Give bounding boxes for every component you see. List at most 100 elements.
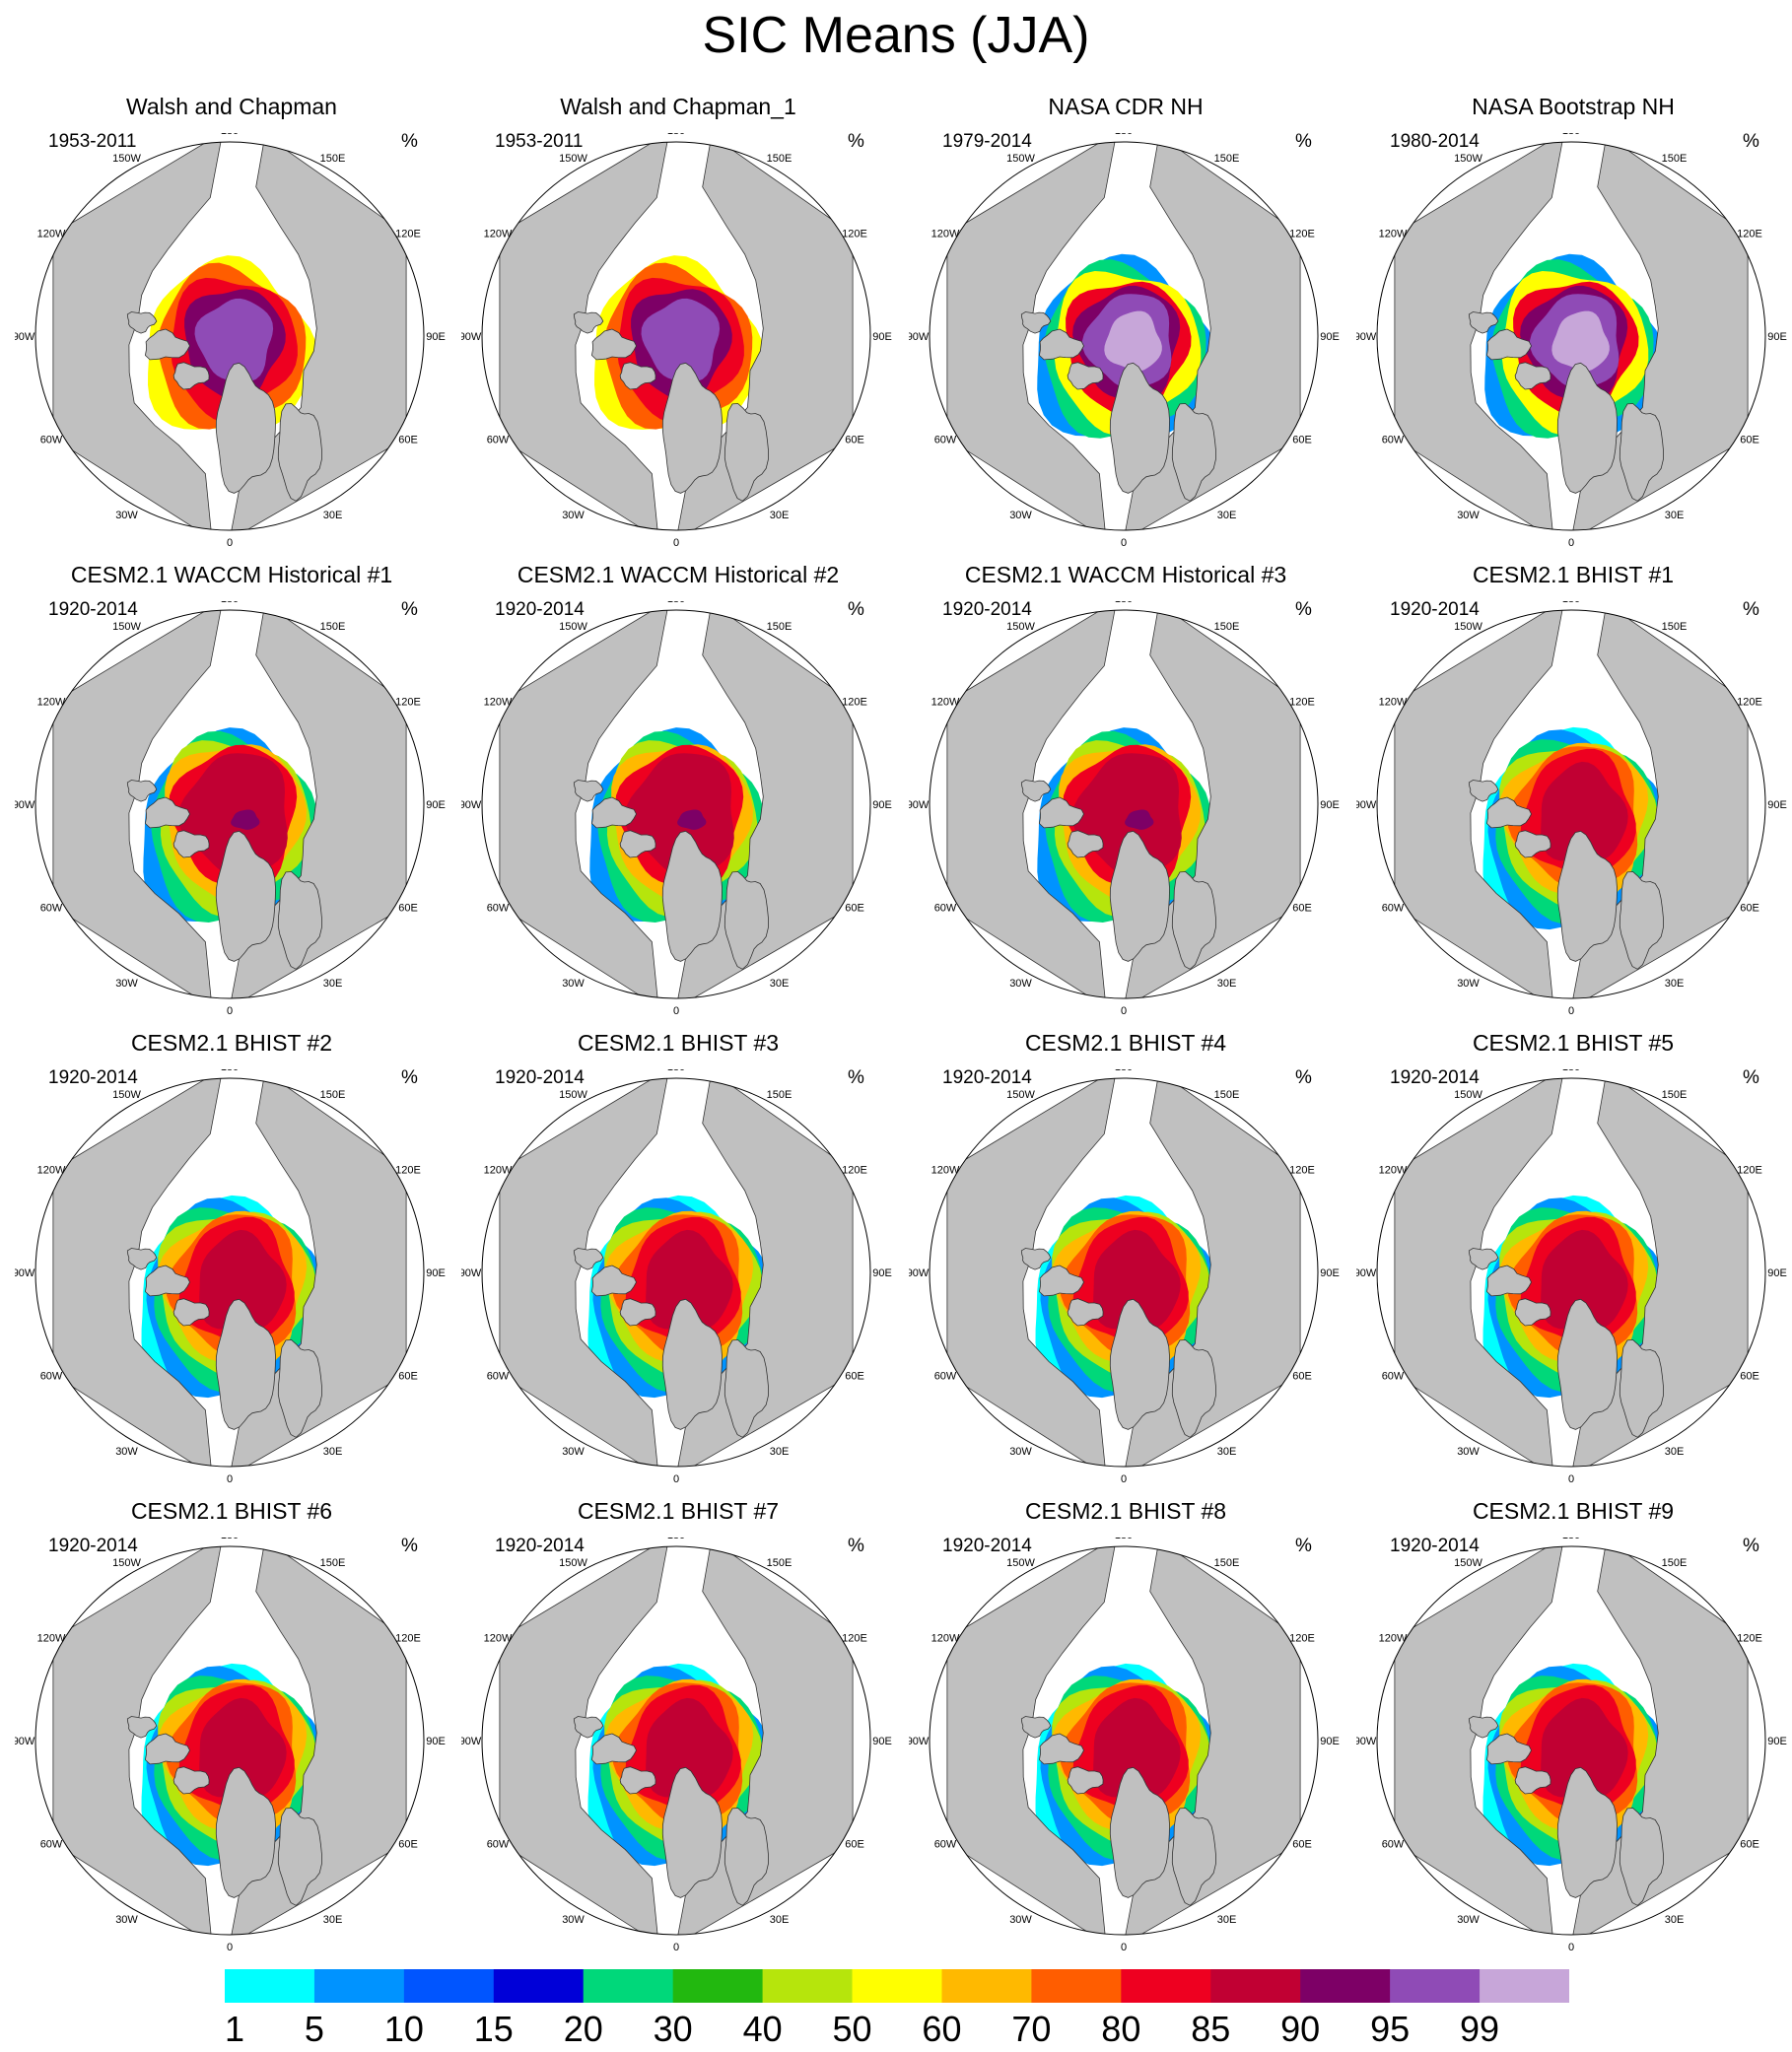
land — [590, 1733, 637, 1765]
colorbar-label: 70 — [1011, 2009, 1052, 2049]
land — [277, 403, 322, 502]
longitude-label: 90W — [909, 799, 930, 811]
longitude-label: 60W — [1382, 903, 1405, 915]
map-border — [929, 1545, 1319, 1936]
map-panel: CESM2.1 BHIST #5 1920-2014% 180 150E 120E 90E… — [1356, 1030, 1790, 1493]
polar-map: 180 150E 120E 90E 60E 30E 0 30W 60W 90W 120W 150W — [461, 133, 892, 547]
sea-ice-contour — [677, 809, 707, 830]
panel-title: CESM2.1 BHIST #4 — [1024, 1030, 1227, 1056]
longitude-label: 180 — [221, 133, 239, 137]
sea-ice-contour — [1093, 1229, 1181, 1331]
longitude-label: 180 — [221, 1538, 239, 1541]
longitude-label: 30W — [1457, 978, 1480, 990]
land — [1619, 1339, 1664, 1438]
land — [1556, 1766, 1618, 1898]
panel-title: CESM2.1 WACCM Historical #2 — [517, 562, 840, 587]
longitude-label: 150W — [1006, 153, 1035, 165]
longitude-label: 180 — [1562, 133, 1580, 137]
colorbar-swatch — [403, 1969, 495, 2003]
longitude-label: 0 — [673, 537, 679, 547]
longitude-label: 120W — [37, 1165, 66, 1177]
land — [499, 610, 670, 998]
longitude-label: 0 — [227, 1473, 233, 1483]
longitude-label: 90E — [1320, 1736, 1340, 1747]
longitude-label: 90E — [872, 331, 892, 343]
land — [1171, 403, 1216, 502]
longitude-label: 90E — [426, 799, 446, 811]
land — [1067, 362, 1104, 390]
panel-period: 1980-2014 — [1390, 131, 1480, 152]
map-panel: NASA Bootstrap NH 1980-2014% 180 150E 120E 90… — [1356, 94, 1790, 557]
longitude-label: 60W — [1382, 1839, 1405, 1851]
land — [619, 830, 656, 858]
map-panel: CESM2.1 BHIST #1 1920-2014% 180 150E 120E 90E… — [1356, 562, 1790, 1025]
longitude-label: 30E — [770, 1446, 790, 1458]
map-panel: NASA CDR NH 1979-2014% 180 150E 120E 90E 60E 30… — [909, 94, 1343, 557]
longitude-label: 30E — [1665, 1914, 1685, 1926]
polar-map: 180 150E 120E 90E 60E 30E 0 30W 60W 90W 120W 150W — [909, 601, 1340, 1015]
longitude-label: 60E — [398, 903, 418, 915]
longitude-label: 150W — [1454, 1089, 1482, 1101]
land — [1485, 1733, 1532, 1765]
land — [1468, 311, 1499, 334]
colorbar-swatch — [852, 1969, 942, 2003]
longitude-label: 180 — [667, 601, 685, 605]
polar-map: 180 150E 120E 90E 60E 30E 0 30W 60W 90W 120W 150W — [1356, 601, 1787, 1015]
colorbar-swatch — [672, 1969, 764, 2003]
land — [1514, 1298, 1551, 1327]
longitude-label: 150E — [1214, 153, 1240, 165]
longitude-label: 90W — [1356, 1736, 1377, 1747]
longitude-label: 30W — [1457, 1446, 1480, 1458]
longitude-label: 60E — [1292, 1839, 1312, 1851]
longitude-label: 60W — [1382, 1371, 1405, 1383]
land — [1468, 1248, 1499, 1270]
longitude-label: 0 — [227, 1005, 233, 1015]
longitude-label: 30E — [770, 978, 790, 990]
panel-period: 1920-2014 — [942, 1536, 1032, 1556]
longitude-label: 150E — [1214, 1089, 1240, 1101]
panel-units: % — [1295, 1067, 1312, 1088]
longitude-label: 150W — [112, 1557, 141, 1569]
longitude-label: 180 — [1115, 601, 1133, 605]
longitude-label: 90W — [909, 331, 930, 343]
map-panel: CESM2.1 BHIST #3 1920-2014% 180 150E 120E 90E… — [461, 1030, 895, 1493]
longitude-label: 30E — [1217, 1446, 1237, 1458]
land — [724, 1339, 769, 1438]
land — [1514, 1766, 1551, 1795]
colorbar-label: 85 — [1191, 2009, 1231, 2049]
panel-title: Walsh and Chapman — [126, 94, 337, 119]
longitude-label: 30W — [1457, 1914, 1480, 1926]
colorbar-swatch — [1210, 1969, 1301, 2003]
longitude-label: 30E — [1665, 1446, 1685, 1458]
polar-map: 180 150E 120E 90E 60E 30E 0 30W 60W 90W 120W 150W — [15, 1538, 446, 1951]
longitude-label: 150E — [1214, 1557, 1240, 1569]
longitude-label: 120W — [1379, 229, 1408, 240]
longitude-label: 30E — [1665, 510, 1685, 521]
longitude-label: 60E — [1292, 1371, 1312, 1383]
land — [619, 1766, 656, 1795]
land — [1556, 362, 1618, 494]
colorbar-label: 30 — [653, 2009, 693, 2049]
longitude-label: 30W — [1009, 1446, 1032, 1458]
longitude-label: 120E — [395, 697, 421, 709]
land — [277, 871, 322, 970]
map-border — [929, 1077, 1319, 1468]
map-border — [34, 1545, 425, 1936]
longitude-label: 60E — [1292, 435, 1312, 446]
map-panel: CESM2.1 BHIST #9 1920-2014% 180 150E 120E 90E… — [1356, 1498, 1790, 1961]
sea-ice-contour — [641, 298, 721, 382]
longitude-label: 90W — [15, 1736, 35, 1747]
land — [126, 780, 158, 802]
land — [1619, 403, 1664, 502]
longitude-label: 60E — [845, 903, 864, 915]
longitude-label: 120W — [484, 1633, 513, 1645]
land — [1109, 1766, 1170, 1898]
polar-map: 180 150E 120E 90E 60E 30E 0 30W 60W 90W 120W 150W — [461, 1069, 892, 1483]
panel-units: % — [1295, 599, 1312, 620]
map-panel: CESM2.1 WACCM Historical #21920-2014%180… — [461, 562, 895, 1025]
longitude-label: 60W — [1382, 435, 1405, 446]
longitude-label: 90W — [461, 1736, 482, 1747]
land — [1038, 328, 1084, 361]
longitude-label: 30E — [1665, 978, 1685, 990]
longitude-label: 120W — [1379, 1633, 1408, 1645]
